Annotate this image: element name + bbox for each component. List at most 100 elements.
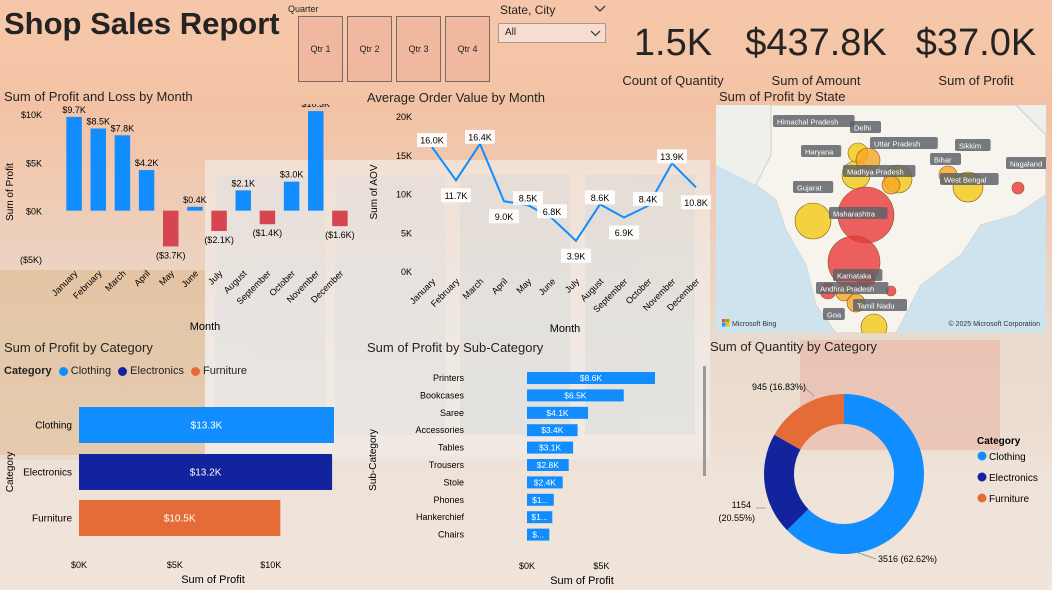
state-city-dropdown[interactable]: All — [498, 23, 606, 43]
scrollbar[interactable] — [703, 366, 706, 476]
map-place-label: Bihar — [934, 156, 952, 165]
subcategory-chart-title: Sum of Profit by Sub-Category — [367, 340, 544, 355]
data-label: 6.9K — [615, 228, 634, 238]
data-label: 6.8K — [543, 207, 562, 217]
bar-stole[interactable] — [527, 476, 563, 489]
y-tick-label: $10K — [21, 110, 42, 120]
legend-item-clothing[interactable]: Clothing — [989, 452, 1026, 463]
map-attribution-left: Microsoft Bing — [732, 321, 776, 328]
legend-item-clothing[interactable]: Clothing — [70, 365, 112, 377]
map-bubble[interactable] — [794, 202, 832, 240]
legend-item-electronics[interactable]: Electronics — [130, 365, 184, 377]
quarter-button-3[interactable]: Qtr 3 — [396, 16, 441, 82]
slice-electronics[interactable] — [764, 434, 809, 531]
bar-trousers[interactable] — [527, 459, 569, 471]
bar-tables[interactable] — [527, 441, 574, 454]
data-label-bg — [681, 195, 711, 210]
quarter-button-2[interactable]: Qtr 2 — [347, 16, 392, 82]
bar-bookcases[interactable] — [527, 389, 624, 402]
y-tick-label: Saree — [440, 408, 464, 418]
bar-electronics[interactable] — [79, 454, 333, 490]
bar-may[interactable] — [163, 210, 179, 247]
bar-july[interactable] — [211, 210, 227, 231]
x-tick-label: July — [563, 276, 582, 295]
x-tick-label: April — [132, 268, 152, 288]
kpi-value: 1.5K — [633, 22, 713, 64]
bar-april[interactable] — [138, 170, 155, 211]
legend-item-furniture[interactable]: Furniture — [203, 365, 248, 377]
data-label: ($1.4K) — [253, 228, 283, 238]
data-label-bg — [657, 149, 687, 164]
x-tick-label: $5K — [167, 560, 183, 570]
quarter-button-4[interactable]: Qtr 4 — [445, 16, 490, 82]
quantity-donut-chart: 3516 (62.62%) 1154 (20.55%) 945 (16.83%) Cat… — [718, 382, 1038, 564]
data-label: $3.0K — [280, 170, 304, 180]
bar-accessories[interactable] — [527, 424, 578, 437]
subcategory-bar-chart: $8.6K Printers $6.5K Bookcases $4.1K Saree $3.… — [368, 366, 706, 587]
map-place-label-bg — [870, 137, 938, 149]
aov-chart-title: Average Order Value by Month — [367, 90, 546, 105]
data-label: 945 (16.83%) — [752, 382, 806, 392]
bar-march[interactable] — [114, 135, 131, 211]
y-tick-label: Stole — [443, 477, 464, 487]
map-place-label-bg — [853, 299, 907, 311]
bar-phones[interactable] — [527, 493, 554, 506]
bar-february[interactable] — [90, 128, 106, 211]
legend-item-electronics[interactable]: Electronics — [989, 473, 1038, 484]
data-label: $13.3K — [191, 421, 223, 432]
bar-august[interactable] — [235, 190, 251, 211]
chevron-down-icon[interactable] — [594, 5, 606, 13]
report-title: Shop Sales Report — [4, 6, 280, 41]
bing-logo-icon — [726, 319, 730, 323]
quarter-button-1[interactable]: Qtr 1 — [298, 16, 343, 82]
map-bubble[interactable] — [881, 175, 901, 195]
x-tick-label: July — [206, 268, 225, 287]
bar-furniture[interactable] — [79, 500, 281, 536]
bar-chairs[interactable] — [527, 528, 550, 541]
map-place-label: Madhya Pradesh — [847, 168, 904, 177]
map-sea — [716, 165, 836, 333]
map-place-label-bg — [801, 145, 842, 157]
map-bubble[interactable] — [1011, 181, 1025, 195]
map-place-label-bg — [816, 282, 889, 294]
map-bubble[interactable] — [860, 313, 888, 333]
slice-furniture[interactable] — [774, 394, 844, 450]
bar-october[interactable] — [283, 181, 300, 211]
map-place-label-bg — [829, 207, 888, 219]
data-label: $8.6K — [580, 373, 603, 383]
y-axis-title: Category — [5, 452, 16, 493]
map-place-label-bg — [1006, 157, 1046, 169]
state-city-selected: All — [505, 27, 517, 38]
bar-december[interactable] — [332, 210, 348, 227]
data-label: $13.2K — [190, 468, 222, 479]
bar-hankerchief[interactable] — [527, 511, 553, 524]
y-tick-label: Bookcases — [420, 390, 465, 400]
data-label: $... — [532, 530, 544, 540]
data-label: $1... — [531, 512, 548, 522]
data-label: $2.8K — [537, 460, 560, 470]
data-label: 8.5K — [519, 194, 538, 204]
map-attribution-right: © 2025 Microsoft Corporation — [948, 320, 1040, 328]
map-place-label-bg — [793, 181, 834, 193]
bar-january[interactable] — [66, 116, 82, 211]
legend-item-furniture[interactable]: Furniture — [989, 494, 1029, 505]
map-place-label: Maharashtra — [833, 210, 876, 219]
y-tick-label: Electronics — [23, 468, 72, 479]
map-sea — [896, 105, 1046, 333]
bar-saree[interactable] — [527, 406, 589, 419]
bar-printers[interactable] — [527, 372, 655, 384]
map-place-label: Sikkim — [959, 142, 981, 151]
data-label: 16.4K — [468, 132, 492, 142]
data-label-bg — [465, 129, 495, 144]
data-label-bg — [561, 248, 591, 263]
bar-clothing[interactable] — [79, 407, 334, 443]
legend-title: Category — [977, 436, 1021, 447]
slice-clothing[interactable] — [787, 394, 924, 554]
y-tick-label: $5K — [26, 158, 42, 168]
bar-september[interactable] — [259, 210, 276, 225]
x-tick-label: $5K — [593, 561, 609, 571]
bar-june[interactable] — [187, 206, 203, 211]
profit-by-state-map[interactable]: Himachal Pradesh Delhi Uttar Pradesh Haryan… — [716, 105, 1046, 333]
bar-november[interactable] — [308, 111, 324, 211]
